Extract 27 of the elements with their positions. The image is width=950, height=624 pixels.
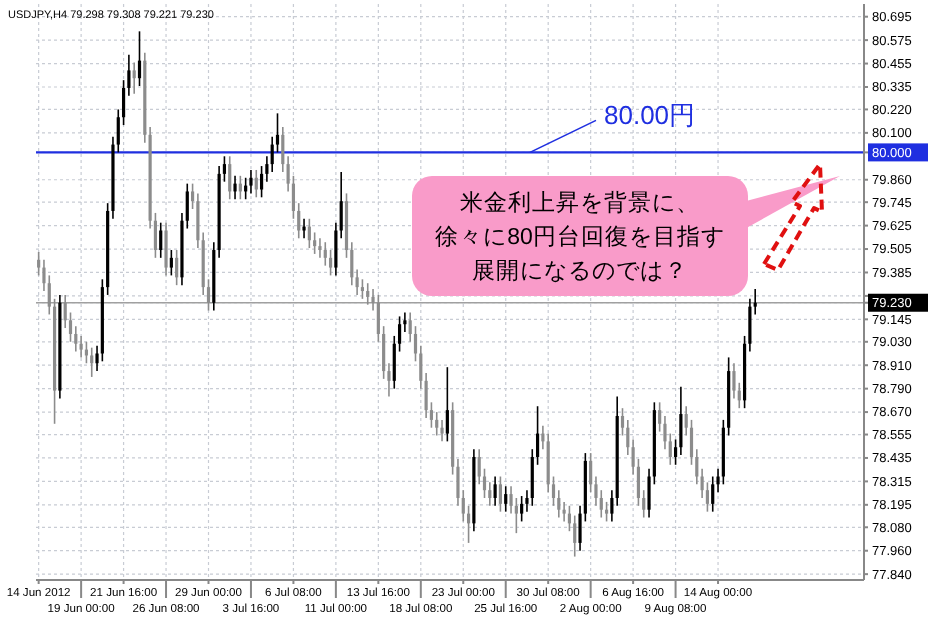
candlestick bbox=[445, 366, 449, 443]
candlestick bbox=[360, 278, 365, 300]
candlestick bbox=[711, 475, 715, 513]
candlestick bbox=[328, 249, 333, 277]
candlestick bbox=[249, 169, 253, 195]
candlestick bbox=[233, 175, 237, 201]
candlestick bbox=[137, 30, 142, 87]
candlestick bbox=[504, 485, 508, 513]
ref-line-label: 80.00円 bbox=[604, 100, 696, 131]
candlestick bbox=[228, 155, 232, 201]
candlestick bbox=[302, 217, 306, 240]
candlestick bbox=[169, 249, 173, 277]
candlestick bbox=[520, 495, 524, 523]
candlestick bbox=[318, 237, 322, 259]
candlestick bbox=[440, 419, 444, 443]
candlestick bbox=[132, 61, 136, 95]
candlestick bbox=[164, 221, 168, 277]
candlestick bbox=[573, 514, 577, 558]
candlestick bbox=[90, 346, 94, 378]
candlestick bbox=[498, 475, 503, 513]
candlestick bbox=[493, 475, 497, 507]
candlestick bbox=[366, 282, 370, 306]
candlestick bbox=[175, 249, 179, 286]
candlestick bbox=[323, 241, 327, 267]
candlestick bbox=[159, 221, 163, 259]
candlestick bbox=[732, 362, 736, 400]
annotation: 米金利上昇を背景に、徐々に80円台回復を目指す展開になるのでは？ bbox=[435, 190, 725, 284]
